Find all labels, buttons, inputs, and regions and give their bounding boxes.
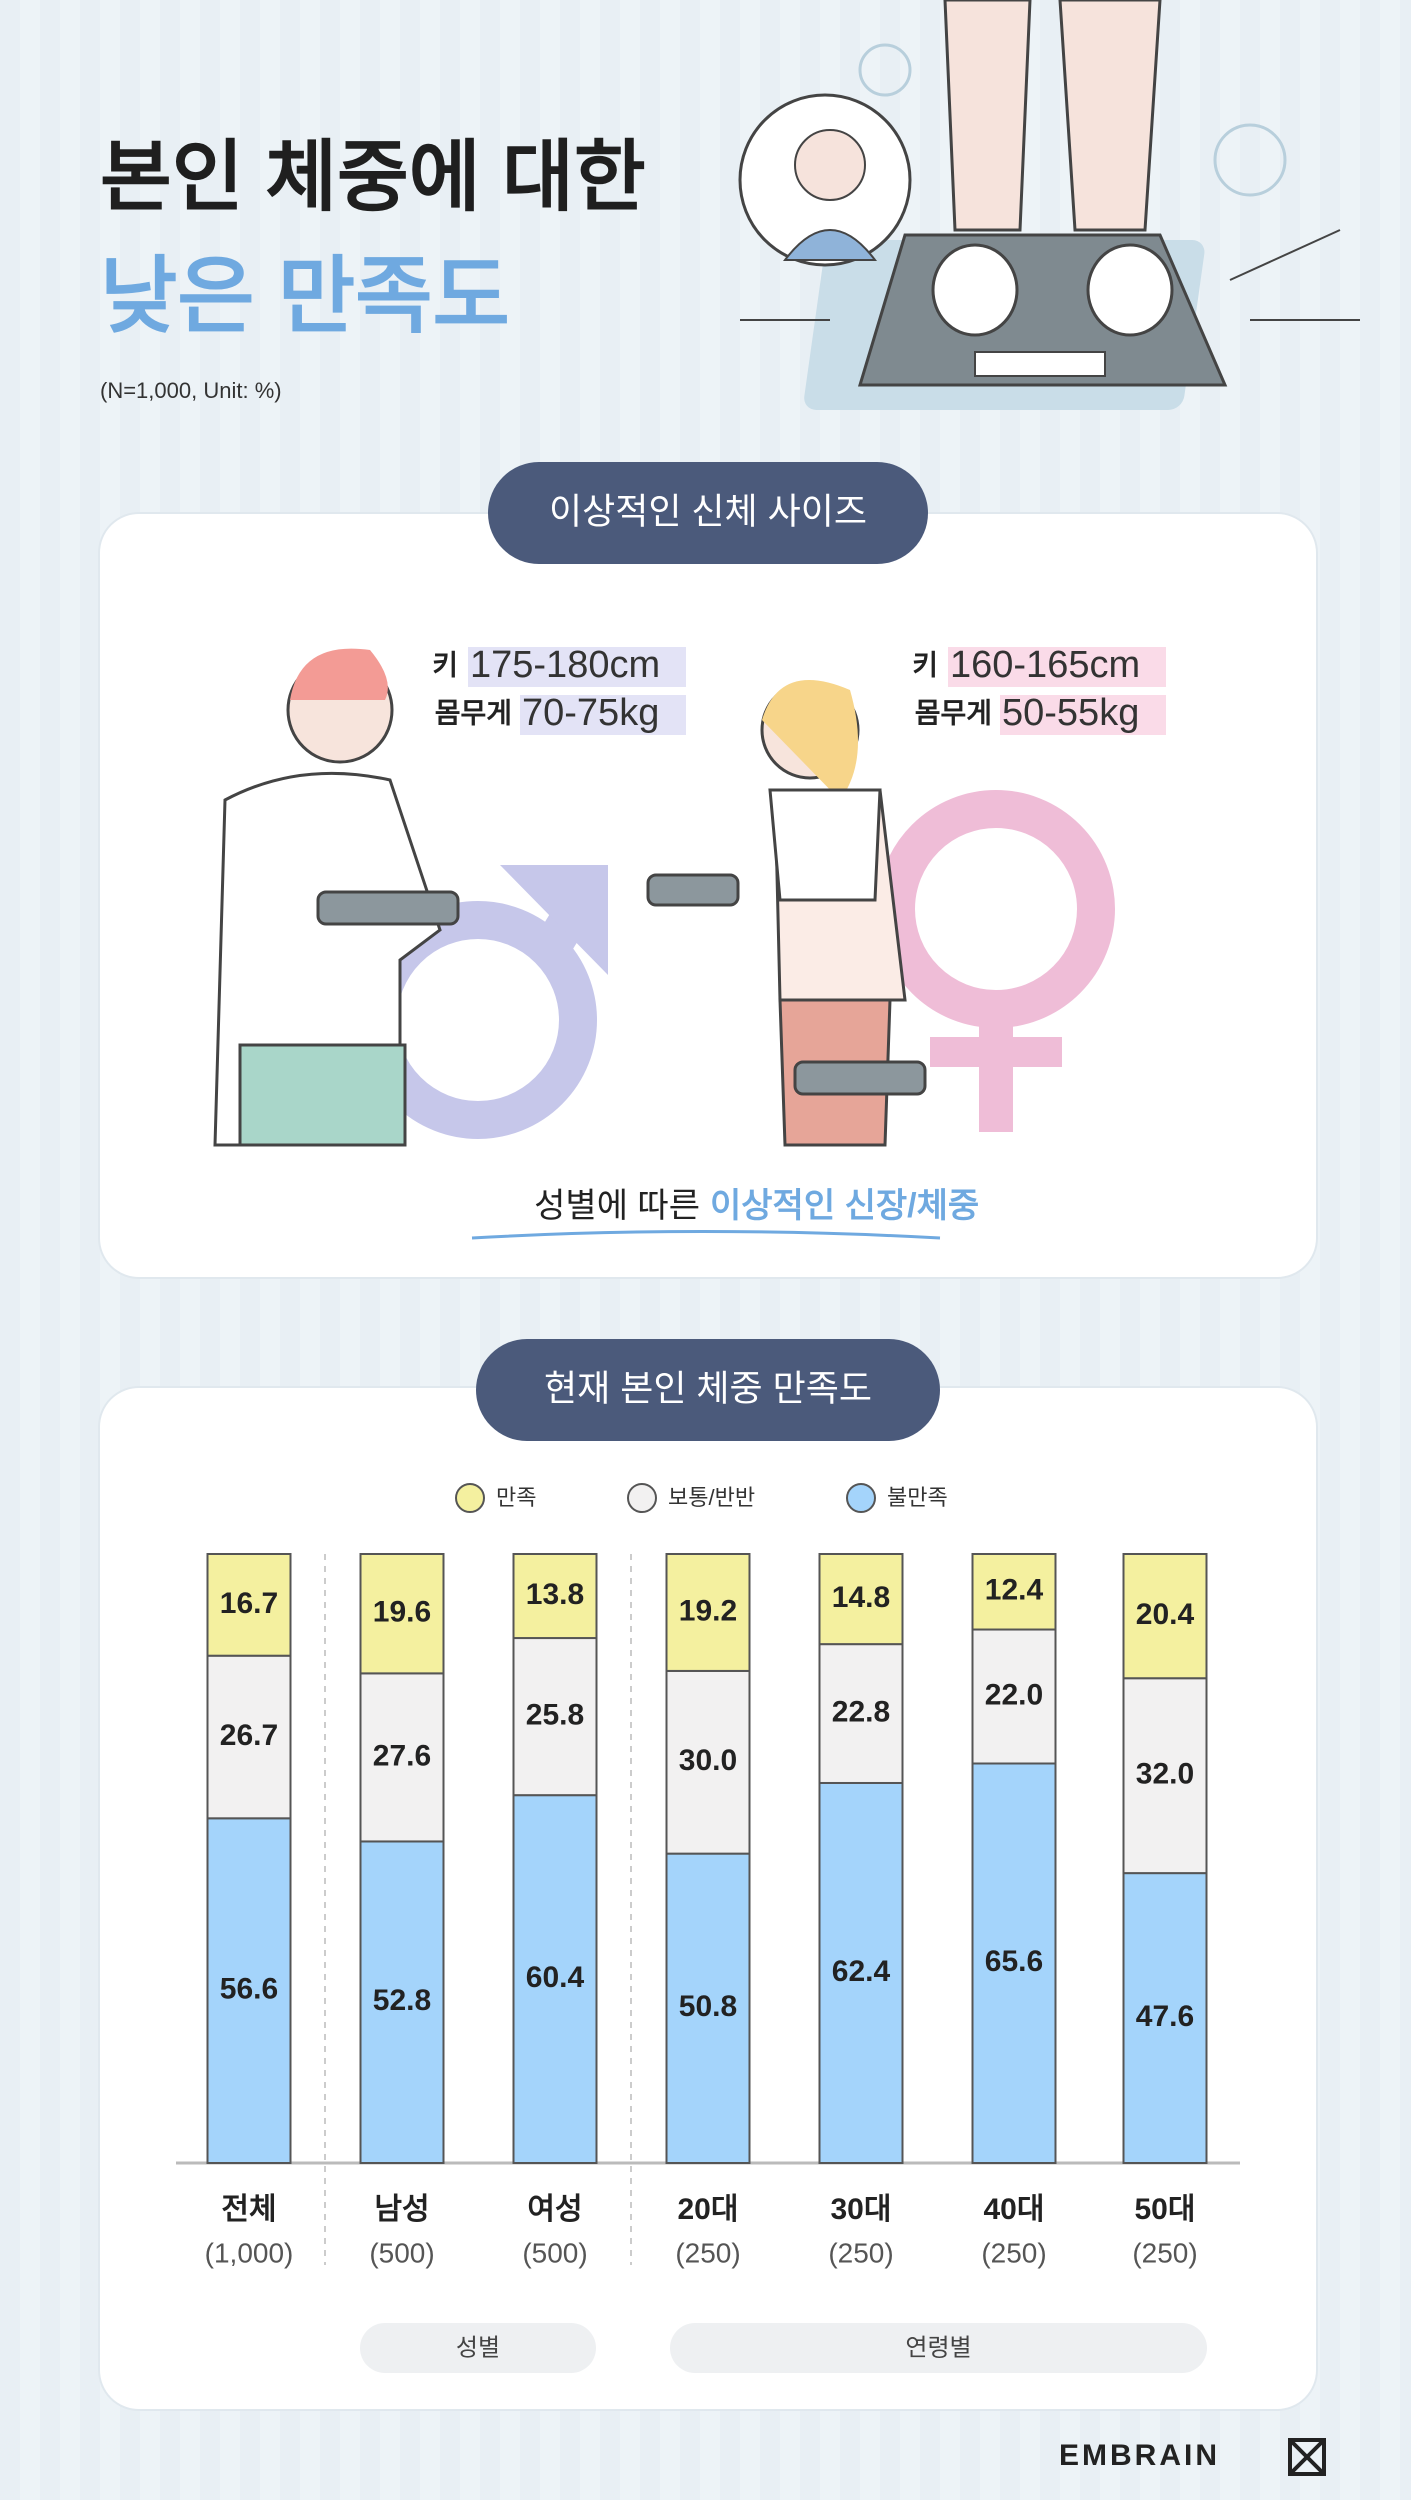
group-pill xyxy=(670,2323,1207,2373)
male-height: 175-180cm xyxy=(470,644,660,686)
male-illustration xyxy=(213,648,608,1147)
bar-segment xyxy=(665,1852,751,2165)
title-line2: 낮은 만족도 xyxy=(100,249,510,343)
value-label: 19.2 xyxy=(679,1594,737,1627)
value-label: 32.0 xyxy=(1136,1758,1194,1791)
logo: EMBRAIN xyxy=(1059,2439,1220,2472)
legend-label: 보통/반반 xyxy=(668,1485,755,1510)
group-label: 연령별 xyxy=(905,2334,971,2361)
value-label: 56.6 xyxy=(220,1973,278,2006)
highlight xyxy=(1000,695,1166,735)
bar-segment xyxy=(971,1762,1057,2164)
legend-swatch xyxy=(846,1483,876,1513)
underline xyxy=(471,1230,941,1240)
bar-segment xyxy=(818,1781,904,2164)
group-pill xyxy=(360,2323,596,2373)
note: (N=1,000, Unit: %) xyxy=(100,378,282,403)
bar-segment xyxy=(971,1553,1057,1631)
bar-segment xyxy=(1122,1872,1208,2164)
title-line1: 본인 체중에 대한 xyxy=(100,133,646,221)
female-weight-label: 몸무게 xyxy=(915,697,992,728)
category-label: 여성 xyxy=(527,2193,582,2226)
value-label: 19.6 xyxy=(373,1596,431,1629)
bar-segment xyxy=(665,1669,751,1855)
value-label: 25.8 xyxy=(526,1699,584,1732)
value-label: 60.4 xyxy=(526,1961,585,1994)
legend-label: 불만족 xyxy=(887,1485,948,1510)
category-label: 40대 xyxy=(984,2193,1045,2226)
bar-segment xyxy=(1122,1553,1208,1680)
value-label: 52.8 xyxy=(373,1984,431,2017)
ideal-pill xyxy=(488,462,928,564)
caption: 성별에 따른 xyxy=(534,1187,700,1225)
sample-label: (250) xyxy=(828,2237,893,2268)
female-weight: 50-55kg xyxy=(1002,692,1139,734)
category-label: 30대 xyxy=(831,2193,892,2226)
legend-label: 만족 xyxy=(496,1485,536,1510)
chart-pill xyxy=(476,1339,940,1441)
highlight xyxy=(468,647,686,687)
female-height-label: 키 xyxy=(912,649,938,680)
value-label: 20.4 xyxy=(1136,1598,1195,1631)
value-label: 22.8 xyxy=(832,1695,890,1728)
female-illustration xyxy=(646,680,1115,1147)
female-height: 160-165cm xyxy=(950,644,1140,686)
value-label: 27.6 xyxy=(373,1739,431,1772)
value-label: 12.4 xyxy=(985,1574,1044,1607)
sample-label: (250) xyxy=(675,2237,740,2268)
sample-label: (500) xyxy=(522,2237,587,2268)
chart-title: 현재 본인 체중 만족도 xyxy=(544,1368,872,1409)
category-label: 50대 xyxy=(1135,2193,1196,2226)
value-label: 62.4 xyxy=(832,1955,891,1988)
bar-segment xyxy=(665,1553,751,1672)
value-label: 47.6 xyxy=(1136,2000,1194,2033)
value-label: 22.0 xyxy=(985,1678,1043,1711)
value-label: 30.0 xyxy=(679,1744,737,1777)
sample-label: (250) xyxy=(981,2237,1046,2268)
bar-segment xyxy=(206,1553,292,1657)
value-label: 16.7 xyxy=(220,1587,278,1620)
highlight xyxy=(948,647,1166,687)
bar-segment xyxy=(512,1794,598,2164)
male-height-label: 키 xyxy=(432,649,458,680)
chart: 만족 보통/반반 불만족 56.6 26.7 16.7 전체 (1,000) 52.8 27.6 1… xyxy=(176,1483,1240,2373)
value-label: 13.8 xyxy=(526,1578,584,1611)
male-weight-label: 몸무게 xyxy=(435,697,512,728)
highlight xyxy=(520,695,686,735)
bar-segment xyxy=(359,1553,445,1675)
ideal-title: 이상적인 신체 사이즈 xyxy=(549,491,867,532)
category-label: 20대 xyxy=(678,2193,739,2226)
legend-swatch xyxy=(455,1483,485,1513)
value-label: 26.7 xyxy=(220,1719,278,1752)
category-label: 남성 xyxy=(374,2193,429,2226)
bar-segment xyxy=(512,1553,598,1640)
category-label: 전체 xyxy=(221,2193,276,2226)
sample-label: (500) xyxy=(369,2237,434,2268)
caption-highlight: 이상적인 신장/체중 xyxy=(710,1187,979,1225)
bar-segment xyxy=(359,1672,445,1843)
sample-label: (1,000) xyxy=(205,2237,294,2268)
bar-segment xyxy=(206,1654,292,1820)
value-label: 50.8 xyxy=(679,1990,737,2023)
bar-segment xyxy=(1122,1677,1208,1875)
male-weight: 70-75kg xyxy=(522,692,659,734)
logo-mark xyxy=(1288,2438,1326,2476)
legend-swatch xyxy=(627,1483,657,1513)
group-label: 성별 xyxy=(456,2334,500,2361)
scale-illustration xyxy=(738,0,1360,410)
bar-segment xyxy=(818,1643,904,1784)
value-label: 65.6 xyxy=(985,1945,1043,1978)
sample-label: (250) xyxy=(1132,2237,1197,2268)
bar-segment xyxy=(359,1840,445,2164)
value-label: 14.8 xyxy=(832,1581,890,1614)
bar-segment xyxy=(818,1553,904,1646)
